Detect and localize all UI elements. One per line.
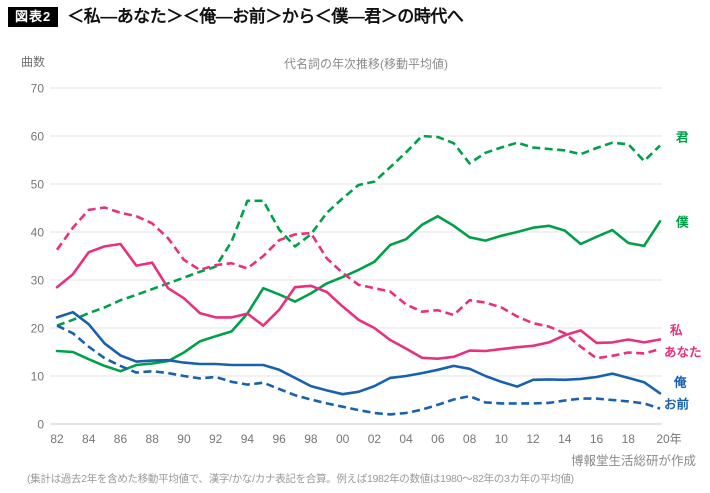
x-tick-86: 86 bbox=[114, 432, 128, 446]
x-tick-12: 12 bbox=[526, 432, 540, 446]
y-tick-70: 70 bbox=[31, 82, 45, 96]
y-tick-40: 40 bbox=[31, 226, 45, 240]
series-line-boku bbox=[55, 214, 662, 373]
series-line-ore bbox=[55, 310, 662, 396]
x-tick-96: 96 bbox=[272, 432, 286, 446]
x-tick-82: 82 bbox=[50, 432, 64, 446]
series-line-anata bbox=[55, 206, 661, 360]
y-tick-30: 30 bbox=[31, 274, 45, 288]
chart-subtitle: 代名詞の年次推移(移動平均値) bbox=[284, 56, 448, 71]
y-tick-10: 10 bbox=[31, 370, 45, 384]
figure-title: ＜私―あなた＞＜俺―お前＞から＜僕―君＞の時代へ bbox=[67, 7, 464, 26]
x-tick-16: 16 bbox=[590, 432, 604, 446]
x-tick-06: 06 bbox=[431, 432, 445, 446]
x-tick-18: 18 bbox=[622, 432, 636, 446]
x-tick-98: 98 bbox=[304, 432, 318, 446]
x-tick-92: 92 bbox=[209, 432, 223, 446]
legend-label-kimi: 君 bbox=[675, 130, 689, 144]
x-tick-04: 04 bbox=[399, 432, 413, 446]
legend-label-boku: 僕 bbox=[675, 214, 689, 229]
x-tick-02: 02 bbox=[368, 432, 382, 446]
y-axis-unit-label: 曲数 bbox=[21, 54, 45, 69]
y-tick-20: 20 bbox=[31, 322, 45, 336]
y-tick-0: 0 bbox=[37, 418, 44, 432]
legend-label-ore: 俺 bbox=[673, 374, 687, 389]
x-tick-00: 00 bbox=[336, 432, 350, 446]
y-tick-60: 60 bbox=[31, 130, 45, 144]
legend-label-anata: あなた bbox=[664, 346, 702, 360]
x-tick-84: 84 bbox=[82, 432, 96, 446]
figure-badge: 図表2 bbox=[8, 7, 59, 28]
figure-header: 図表2 ＜私―あなた＞＜俺―お前＞から＜僕―君＞の時代へ bbox=[8, 7, 464, 28]
legend-label-watashi: 私 bbox=[669, 322, 683, 337]
credit-text: 博報堂生活総研が作成 bbox=[570, 454, 696, 468]
y-tick-50: 50 bbox=[31, 178, 45, 192]
x-tick-90: 90 bbox=[177, 432, 191, 446]
legend-label-omae: お前 bbox=[664, 396, 690, 411]
series-line-watashi bbox=[55, 242, 662, 361]
x-tick-88: 88 bbox=[146, 432, 160, 446]
x-tick-10: 10 bbox=[495, 432, 509, 446]
x-tick-08: 08 bbox=[463, 432, 477, 446]
series-line-omae bbox=[56, 324, 661, 416]
x-tick-14: 14 bbox=[558, 432, 572, 446]
x-tick-94: 94 bbox=[241, 432, 255, 446]
series-line-kimi bbox=[56, 134, 661, 327]
footnote: (集計は過去2年を含めた移動平均値で、漢字/かな/カナ表記を合算。例えば1982… bbox=[27, 473, 574, 485]
x-tick-20年: 20年 bbox=[656, 432, 681, 446]
